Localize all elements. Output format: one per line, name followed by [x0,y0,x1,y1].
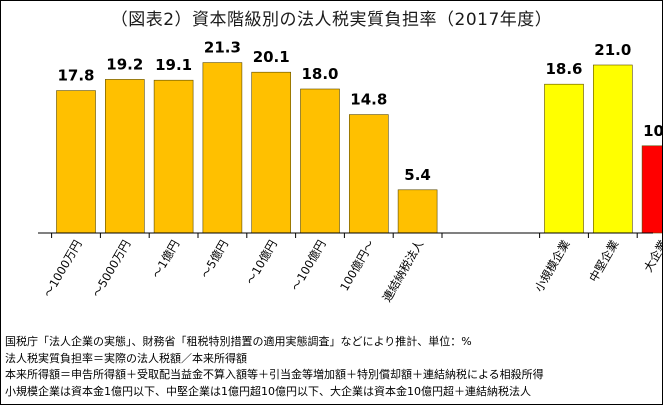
bar-3 [153,79,194,234]
data-label-3: 19.1 [155,56,192,74]
bar-1 [56,90,96,234]
category-label-4: ～5億円 [198,238,231,281]
bar-7 [348,114,389,234]
bar-6 [300,88,340,234]
bar-8 [397,189,438,234]
note-definition: 法人税実質負担率＝実際の法人税額／本来所得額 [5,351,247,365]
data-label-10: 21.0 [594,41,631,59]
bar-2 [105,79,145,234]
data-label-1: 17.8 [57,67,94,85]
data-label-7: 14.8 [350,91,387,109]
note-source: 国税庁「法人企業の実態」、財務省「租税特別措置の適用実態調査」などにより推計、単… [5,335,472,348]
bar-5 [251,71,291,234]
data-label-5: 20.1 [253,48,290,66]
data-label-2: 19.2 [106,55,143,73]
note-size-classes: 小規模企業は資本金1億円以下、中堅企業は1億円超10億円以下、大企業は資本金10… [5,384,531,398]
chart-title: （図表2）資本階級別の法人税実質負担率（2017年度） [110,10,553,30]
category-label-2: ～5000万円 [89,238,133,300]
bar-11 [641,145,662,234]
data-label-11: 10.9 [643,122,662,140]
category-label-11: 大企業 [641,237,662,274]
data-label-9: 18.6 [545,60,582,78]
bar-chart: 17.8 ～1000万円 19.2 ～5000万円 19.1 ～1億円 21.3 ～5億円 20… [38,39,662,304]
bar-4 [202,62,243,234]
category-label-1: ～1000万円 [41,238,85,300]
notes: 国税庁「法人企業の実態」、財務省「租税特別措置の適用実態調査」などにより推計、単… [5,334,660,400]
category-label-5: ～10億円 [243,238,280,288]
category-label-8: 連結納税法人 [380,237,427,304]
category-label-7: 100億円～ [337,237,378,293]
note-base-income: 本来所得額＝申告所得額＋受取配当益金不算入額等＋引当金等増加額＋特別償却額＋連結… [5,368,544,381]
category-label-6: ～100億円 [288,238,328,294]
bar-10 [592,64,633,234]
data-label-8: 5.4 [404,166,431,184]
bar-9 [544,83,584,234]
category-label-3: ～1億円 [149,238,182,281]
category-label-10: 中堅企業 [586,237,621,284]
data-label-6: 18.0 [301,65,338,83]
category-label-9: 小規模企業 [532,237,573,294]
data-label-4: 21.3 [204,39,241,57]
